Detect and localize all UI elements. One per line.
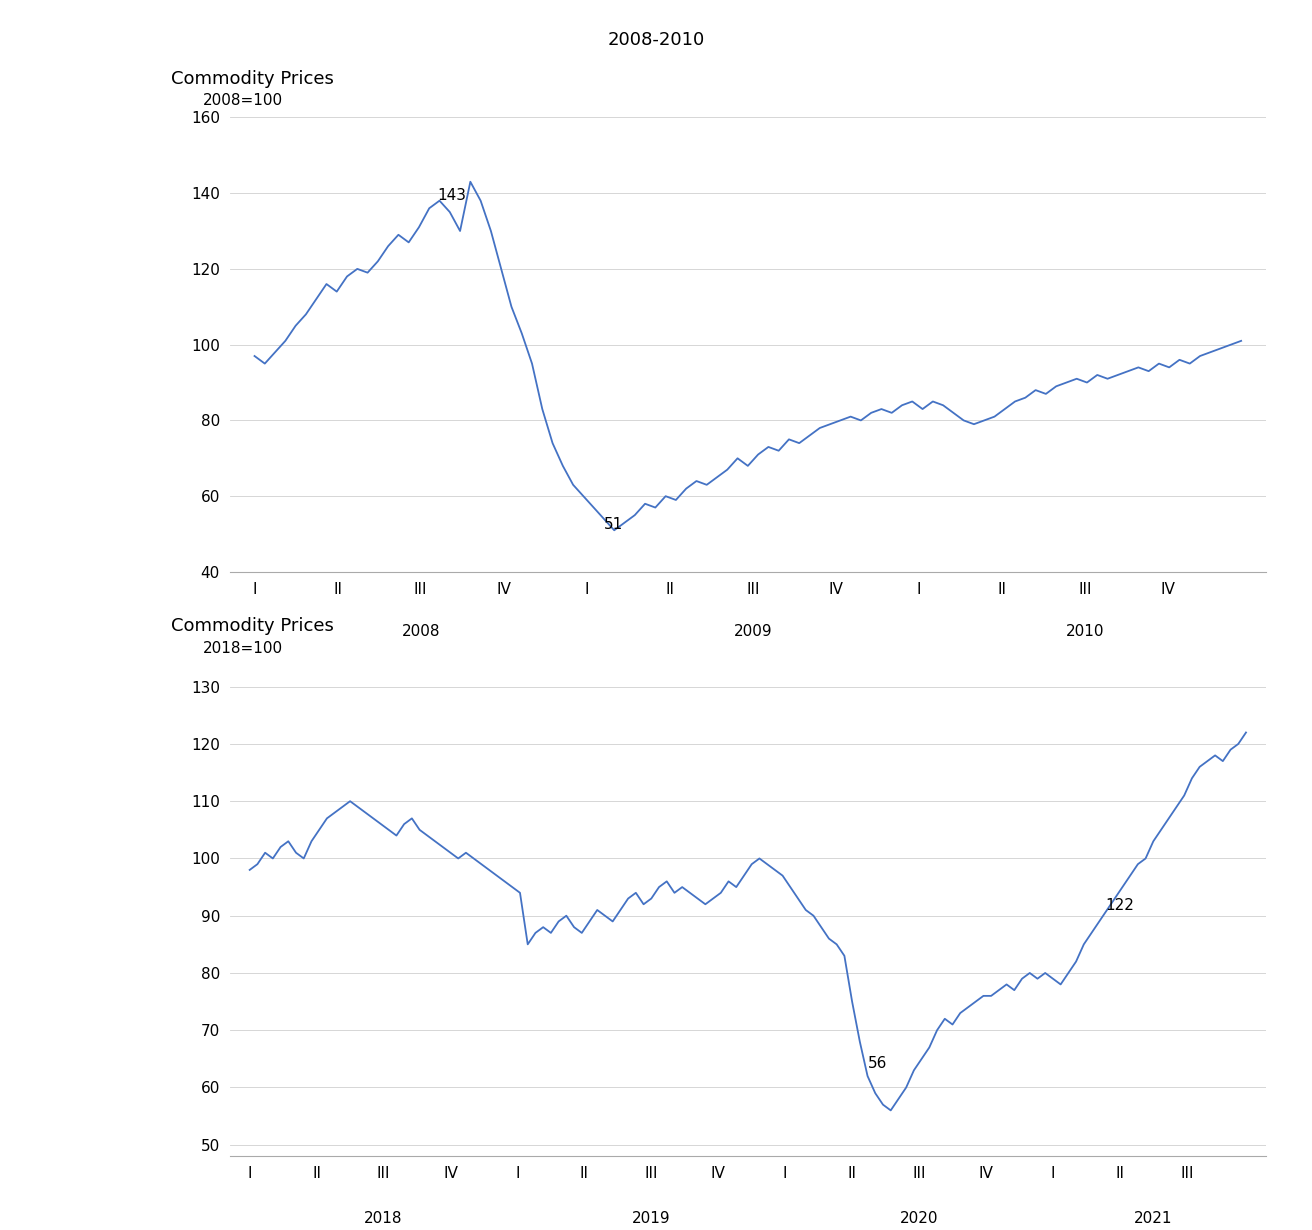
Text: 122: 122 xyxy=(1106,898,1135,913)
Text: 2008: 2008 xyxy=(401,624,440,640)
Text: Commodity Prices: Commodity Prices xyxy=(171,70,333,89)
Text: 2018: 2018 xyxy=(365,1212,403,1226)
Text: 2019: 2019 xyxy=(632,1212,670,1226)
Text: 2021: 2021 xyxy=(1134,1212,1173,1226)
Text: 143: 143 xyxy=(437,188,467,203)
Text: 2008-2010: 2008-2010 xyxy=(607,31,705,49)
Text: 2009: 2009 xyxy=(733,624,773,640)
Text: 2020: 2020 xyxy=(900,1212,938,1226)
Text: 2018=100: 2018=100 xyxy=(203,641,283,656)
Text: 56: 56 xyxy=(867,1057,887,1071)
Text: 2008=100: 2008=100 xyxy=(203,93,283,108)
Text: 51: 51 xyxy=(604,517,623,533)
Text: Commodity Prices: Commodity Prices xyxy=(171,617,333,636)
Text: 2010: 2010 xyxy=(1067,624,1105,640)
